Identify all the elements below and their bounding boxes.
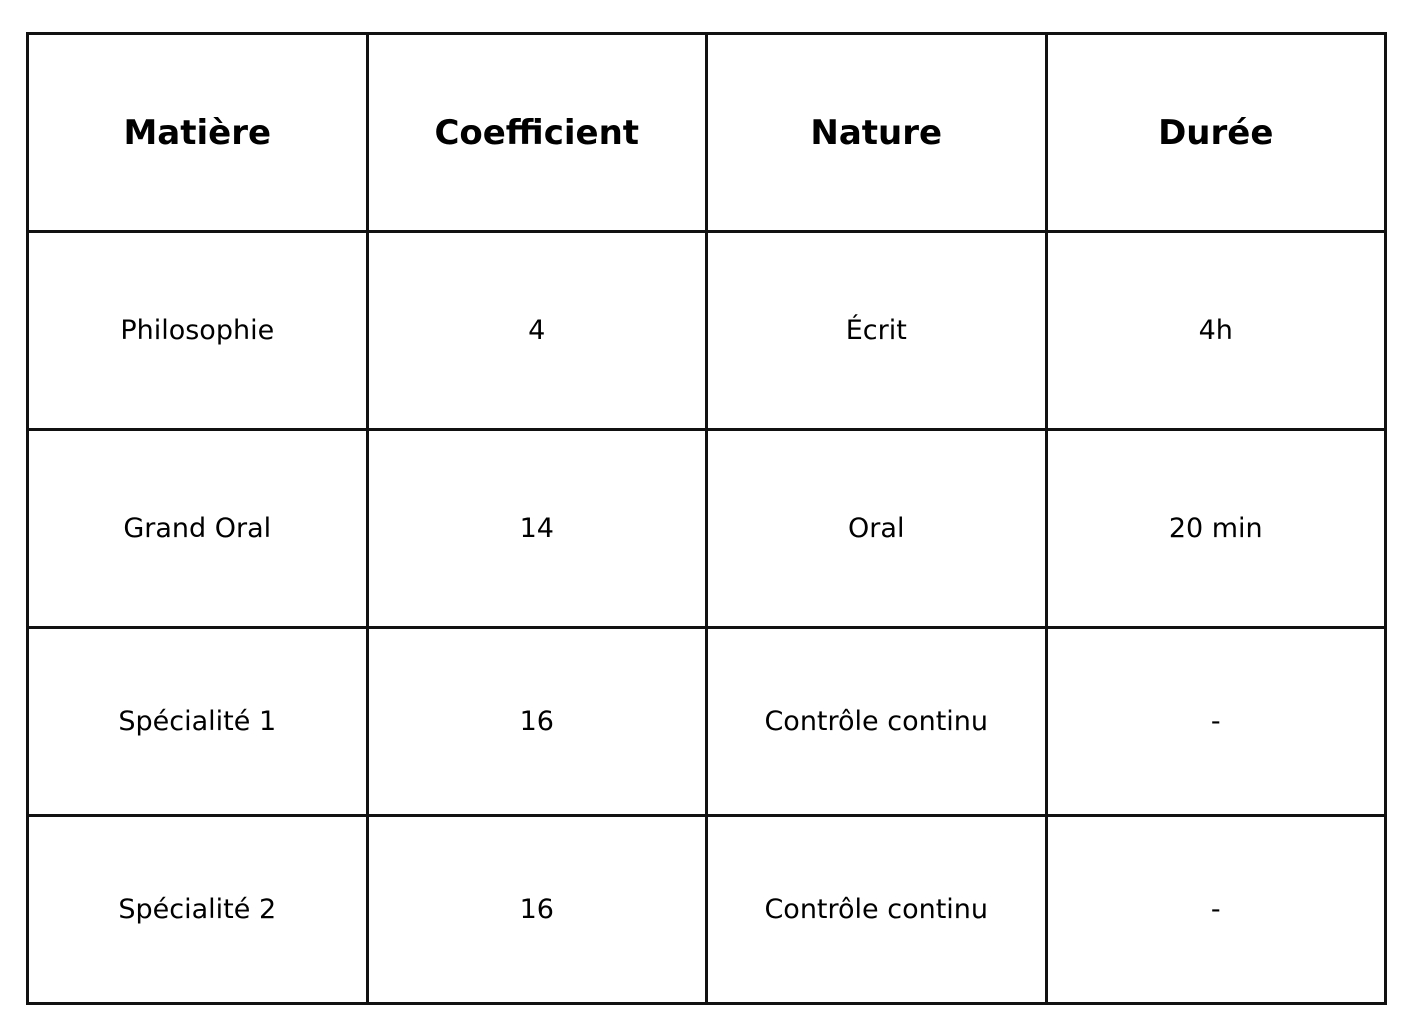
header-matiere: Matière (26, 32, 369, 233)
cell-nature: Contrôle continu (705, 814, 1048, 1005)
header-row: Matière Coefficient Nature Durée (26, 32, 1387, 233)
cell-duree: - (1044, 626, 1387, 817)
header-coefficient: Coefficient (365, 32, 708, 233)
cell-coefficient: 16 (365, 814, 708, 1005)
table-row: Spécialité 1 16 Contrôle continu - (26, 626, 1387, 817)
cell-matiere: Philosophie (26, 230, 369, 431)
cell-matiere: Spécialité 2 (26, 814, 369, 1005)
cell-duree: 20 min (1044, 428, 1387, 629)
header-nature: Nature (705, 32, 1048, 233)
cell-coefficient: 14 (365, 428, 708, 629)
cell-duree: - (1044, 814, 1387, 1005)
cell-nature: Contrôle continu (705, 626, 1048, 817)
exam-table: Matière Coefficient Nature Durée Philoso… (26, 32, 1387, 1005)
cell-matiere: Spécialité 1 (26, 626, 369, 817)
cell-coefficient: 4 (365, 230, 708, 431)
cell-nature: Écrit (705, 230, 1048, 431)
cell-matiere: Grand Oral (26, 428, 369, 629)
table-row: Spécialité 2 16 Contrôle continu - (26, 814, 1387, 1005)
cell-coefficient: 16 (365, 626, 708, 817)
cell-duree: 4h (1044, 230, 1387, 431)
header-duree: Durée (1044, 32, 1387, 233)
table-row: Philosophie 4 Écrit 4h (26, 230, 1387, 431)
table-row: Grand Oral 14 Oral 20 min (26, 428, 1387, 629)
cell-nature: Oral (705, 428, 1048, 629)
